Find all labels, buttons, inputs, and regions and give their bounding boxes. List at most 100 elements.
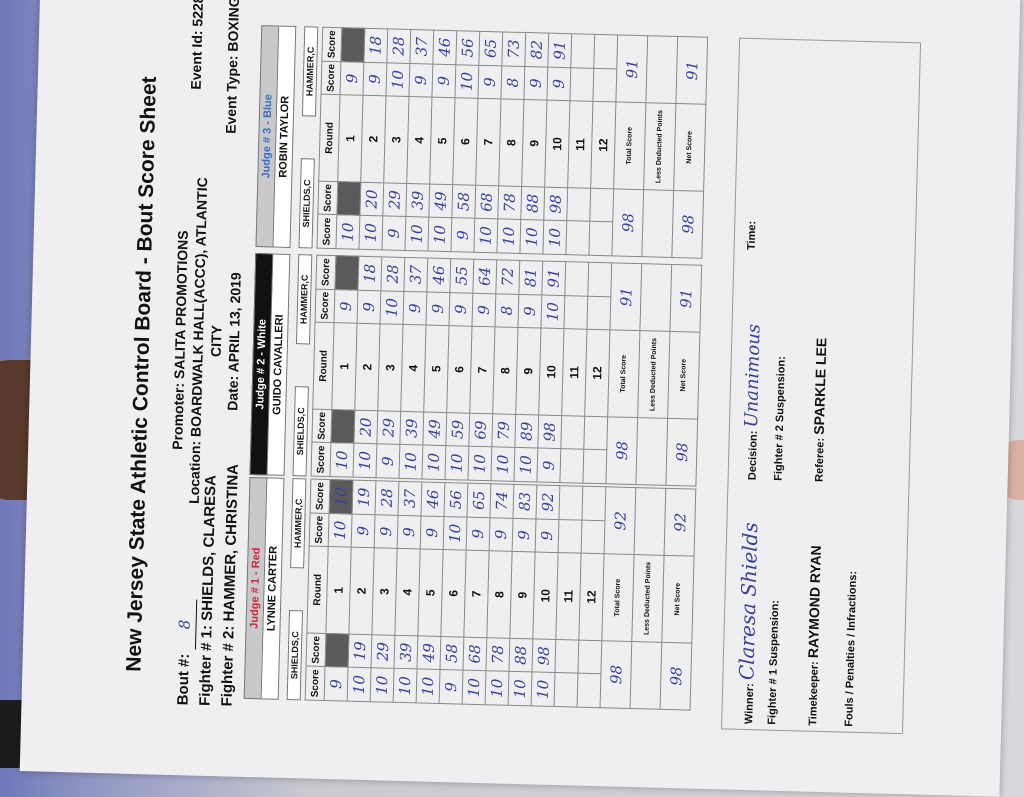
fighter-1-round-score: 10 (542, 220, 567, 255)
fighter-2-round-score: 10 (540, 294, 565, 329)
fighter-1-round-score: 10 (416, 669, 440, 704)
fighter-1-cumulative-score: 78 (497, 185, 522, 220)
judge-1-scorecard: Judge # 1 - Red LYNNE CARTER SHIELDS,C HA… (243, 476, 697, 711)
fighter-1-cumulative-score: 20 (359, 182, 384, 217)
round-number: 2 (348, 547, 375, 635)
fighter-2-cumulative-score: 10 (329, 479, 353, 514)
event-meta: Event Id: 5228 Event Type: BOXING (176, 0, 252, 134)
fighter-1-round-score (554, 672, 578, 708)
timekeeper-label: Timekeeper: (807, 661, 821, 726)
fighter-2-deducted (634, 487, 666, 556)
fighter-2-cumulative-score: 82 (524, 32, 549, 67)
fighter-1-round-score (577, 673, 601, 708)
round-number: 10 (532, 552, 559, 640)
total-label: Total Score (601, 554, 635, 642)
fighter-2-cumulative-score: 73 (501, 31, 526, 67)
decision: Decision: Unanimous (740, 324, 765, 481)
fighter-2-round-score (581, 519, 605, 555)
fighter-2-name: HAMMER,C (290, 478, 307, 569)
round-number: 7 (475, 98, 501, 186)
round-number: 12 (584, 329, 610, 417)
fighter-2-round-score: 9 (477, 64, 502, 100)
fighter-1-cumulative-score: 79 (491, 413, 516, 448)
round-number: 12 (590, 101, 616, 189)
fighter-1-deducted (635, 417, 668, 486)
fighter-2-cumulative-score: 46 (426, 258, 451, 293)
fighter-2-deducted (639, 263, 672, 332)
header-score: Score (315, 255, 336, 290)
fighter-2-cumulative-score: 37 (403, 257, 428, 292)
fighter-2-round-score: 10 (328, 513, 353, 548)
fighter-2-net: 91 (675, 36, 708, 105)
fighter-1-cumulative-score: 98 (531, 638, 556, 673)
fighter-1-round-score: 9 (450, 218, 475, 253)
header-score: Score (317, 180, 338, 216)
deducted-label: Less Deducted Points (631, 554, 665, 643)
fighter-1-cumulative-score: 29 (371, 634, 395, 669)
score-table: Score Score Round Score Score 10 1 9 10 20… (316, 27, 708, 259)
fighter-1-round-score (582, 449, 607, 484)
round-number: 8 (492, 327, 518, 415)
round-number: 7 (463, 550, 490, 638)
fighter-1-round-score: 10 (404, 216, 429, 252)
fighter-2-round-score: 8 (500, 65, 525, 100)
fighter-1-round-score: 10 (421, 445, 446, 480)
fighter-2-round-score: 9 (397, 514, 422, 550)
fighter-2-cumulative-score (558, 485, 583, 520)
fighter-2-cumulative-score: 56 (455, 30, 480, 65)
round-number: 6 (452, 97, 478, 186)
referee-label: Referee: (813, 437, 827, 483)
round-number: 4 (394, 548, 421, 636)
fighter-2-cumulative-score: 46 (421, 481, 445, 517)
fighter-1-cumulative-score: 19 (348, 633, 372, 669)
fighter-2-cumulative-score: 19 (352, 480, 376, 515)
round-number: 8 (486, 550, 513, 639)
round-number: 6 (446, 325, 472, 413)
fighter-2-round-score: 9 (489, 517, 513, 552)
time: Time: (745, 220, 759, 251)
fighter-1-cumulative-score: 39 (399, 411, 424, 446)
fighter-2-cumulative-score: 92 (535, 484, 560, 520)
fighter-1-round-score: 10 (513, 447, 538, 482)
fighter-1-cumulative-score (566, 187, 591, 222)
fighter-1-round-score: 9 (439, 669, 463, 705)
fighter-2-net: 91 (669, 264, 702, 333)
judge-2-scorecard: Judge # 2 - White GUIDO CAVALLERI SHIELD… (249, 253, 703, 487)
score-sheet: New Jersey State Athletic Control Board … (19, 0, 1021, 797)
fighter-1-name: SHIELDS,C (292, 386, 309, 477)
deducted-label: Less Deducted Points (643, 102, 676, 191)
fighter-1-round-score: 10 (485, 671, 509, 706)
fighter-1-round-score (559, 448, 584, 484)
fighter-2-round-score: 9 (357, 289, 381, 325)
header-score: Score (321, 27, 342, 62)
fighter-2-cumulative-score: 81 (518, 260, 543, 295)
fighter-1-cumulative-score: 69 (468, 412, 493, 448)
net-label: Net Score (667, 331, 700, 419)
fighter-2-cumulative-score: 91 (547, 33, 572, 68)
decision-value: Unanimous (740, 323, 765, 428)
header-score: Score (309, 512, 330, 547)
fighter-1-round-score: 10 (370, 668, 395, 703)
fighter-2-round-score: 9 (340, 61, 364, 96)
fighter-1-round-score: 9 (381, 216, 406, 251)
round-number: 5 (423, 325, 449, 413)
net-row: 98 Net Score 92 (660, 488, 696, 711)
sheet-title: New Jersey State Athletic Control Board … (122, 76, 161, 673)
header-score: Score (321, 60, 341, 95)
fighter-2-round-score: 9 (351, 513, 376, 548)
fighter-2-round-score: 10 (454, 64, 479, 99)
fighter-2-total: 92 (604, 486, 636, 555)
fighter-1-cumulative-score: 88 (508, 638, 533, 673)
fighter-1-round-score: 10 (330, 442, 354, 478)
fighter-2-round-score: 9 (512, 518, 536, 553)
winner-value: Claresa Shields (734, 522, 763, 681)
fighter-2-net: 92 (664, 488, 696, 557)
bout-label: Bout #: (174, 653, 193, 706)
round-number: 5 (417, 549, 444, 637)
round-number: 6 (440, 549, 467, 637)
fighter-1-cumulative-score: 39 (394, 635, 418, 670)
fighter-1-cumulative-score: 78 (485, 637, 510, 672)
fighter-2-cumulative-score: 46 (432, 30, 457, 65)
fighter-2-cumulative-score: 64 (472, 259, 497, 294)
fighter-2-cumulative-score (587, 262, 612, 297)
